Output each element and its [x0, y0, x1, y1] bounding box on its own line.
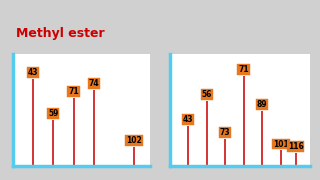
Text: 116: 116: [288, 142, 303, 151]
Text: 73: 73: [220, 128, 230, 137]
Text: 102: 102: [126, 136, 142, 145]
Text: 71: 71: [68, 87, 79, 96]
Text: 43: 43: [183, 115, 193, 124]
Text: 43: 43: [28, 68, 38, 77]
Text: 89: 89: [257, 100, 268, 109]
Text: Methyl ester: Methyl ester: [16, 27, 105, 40]
Text: 101: 101: [273, 140, 289, 148]
Text: 59: 59: [48, 109, 59, 118]
Text: 71: 71: [238, 65, 249, 74]
Text: 56: 56: [202, 90, 212, 99]
Text: 74: 74: [88, 79, 99, 88]
